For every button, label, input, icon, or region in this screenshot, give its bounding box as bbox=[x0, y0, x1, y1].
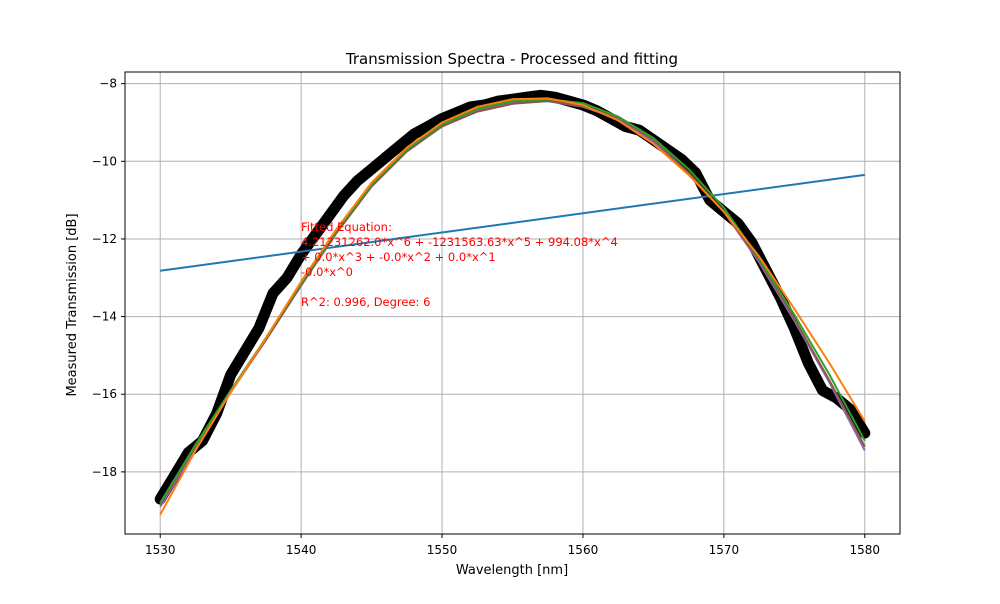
measured-data-point bbox=[239, 346, 250, 357]
x-tick-label: 1560 bbox=[568, 543, 599, 557]
measured-data-point bbox=[225, 369, 236, 380]
y-axis-label: Measured Transmission [dB] bbox=[65, 213, 80, 396]
y-tick-label: −8 bbox=[99, 77, 117, 91]
ticks: 1530 1540 1550 1560 1570 1580 −18 −16 −14 −12 −10 −… bbox=[92, 77, 880, 557]
measured-data-point bbox=[338, 191, 349, 202]
annotation-line: 4.21231262.0*x^6 + -1231563.63*x^5 + 994… bbox=[301, 235, 618, 249]
plot-frame bbox=[124, 71, 901, 535]
y-tick-label: −12 bbox=[92, 232, 117, 246]
x-tick-label: 1580 bbox=[849, 543, 880, 557]
y-tick-label: −18 bbox=[92, 465, 117, 479]
measured-data-series bbox=[154, 89, 871, 505]
y-tick-label: −16 bbox=[92, 387, 117, 401]
series-layer bbox=[154, 89, 871, 516]
fit-line-1 bbox=[160, 173, 865, 272]
measured-data-point bbox=[845, 404, 856, 415]
y-tick-label: −10 bbox=[92, 154, 117, 168]
measured-data-point bbox=[408, 129, 419, 140]
x-tick-label: 1550 bbox=[427, 543, 458, 557]
grid bbox=[125, 72, 900, 534]
fit-line-3 bbox=[159, 100, 866, 506]
measured-data-point bbox=[324, 210, 335, 221]
x-tick-label: 1540 bbox=[286, 543, 317, 557]
x-tick-label: 1570 bbox=[709, 543, 740, 557]
measured-data-point bbox=[253, 323, 264, 334]
measured-data-point bbox=[817, 385, 828, 396]
measured-data-point bbox=[422, 121, 433, 132]
annotation-line: Fitted Equation: bbox=[301, 220, 392, 234]
measured-data-point bbox=[267, 288, 278, 299]
x-tick-label: 1530 bbox=[145, 543, 176, 557]
fit-annotation: Fitted Equation:4.21231262.0*x^6 + -1231… bbox=[301, 220, 618, 309]
measured-data-point bbox=[282, 272, 293, 283]
measured-data-point bbox=[394, 140, 405, 151]
annotation-line: R^2: 0.996, Degree: 6 bbox=[301, 295, 430, 309]
measured-data-point bbox=[352, 175, 363, 186]
measured-data-point bbox=[366, 164, 377, 175]
measured-data-point bbox=[310, 230, 321, 241]
annotation-line: -0.0*x^0 bbox=[301, 265, 353, 279]
measured-data-point bbox=[803, 358, 814, 369]
annotation-line: + 0.0*x^3 + -0.0*x^2 + 0.0*x^1 bbox=[301, 250, 496, 264]
y-tick-label: −14 bbox=[92, 310, 117, 324]
fit-line-5 bbox=[159, 97, 866, 516]
measured-data-point bbox=[380, 152, 391, 163]
x-axis-label: Wavelength [nm] bbox=[456, 563, 568, 578]
chart-title: Transmission Spectra - Processed and fit… bbox=[345, 50, 678, 68]
